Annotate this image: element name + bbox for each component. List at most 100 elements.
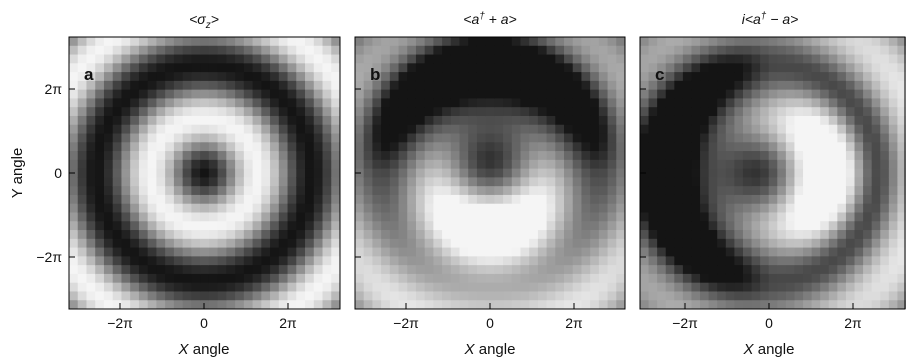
heatmap-cell <box>717 45 727 56</box>
heatmap-cell <box>854 80 864 91</box>
heatmap-cell <box>897 177 906 187</box>
heatmap-cell <box>674 238 684 249</box>
heatmap-cell <box>355 142 365 152</box>
heatmap-cell <box>785 107 796 117</box>
heatmap-cell <box>322 238 332 249</box>
heatmap-cell <box>200 37 210 47</box>
heatmap-cell <box>121 72 131 82</box>
heatmap-cell <box>682 186 693 196</box>
heatmap-cell <box>363 247 374 257</box>
heatmap-cell <box>103 265 114 275</box>
heatmap-cell <box>191 80 201 91</box>
heatmap-cell <box>69 256 79 266</box>
heatmap-cell <box>381 177 391 187</box>
heatmap-cell <box>363 300 374 309</box>
heatmap-cell <box>674 186 684 196</box>
heatmap-cell <box>103 89 114 100</box>
heatmap-cell <box>130 72 140 82</box>
heatmap-cell <box>494 238 504 249</box>
heatmap-cell <box>828 230 839 240</box>
heatmap-cell <box>130 98 140 108</box>
heatmap-cell <box>768 159 779 170</box>
heatmap-cell <box>200 221 210 231</box>
heatmap-cell <box>674 203 684 214</box>
heatmap-cell <box>648 115 658 126</box>
heatmap-cell <box>811 124 821 135</box>
heatmap-cell <box>657 124 667 135</box>
heatmap-cell <box>252 72 262 82</box>
heatmap-cell <box>657 256 667 266</box>
heatmap-cell <box>725 72 736 82</box>
heatmap-cell <box>700 124 710 135</box>
heatmap-cell <box>845 133 856 143</box>
heatmap-cell <box>854 291 864 301</box>
heatmap-cell <box>751 142 761 152</box>
heatmap-cell <box>287 273 297 284</box>
heatmap-cell <box>424 151 435 161</box>
heatmap-cell <box>226 247 236 257</box>
heatmap-cell <box>208 107 219 117</box>
heatmap-cell <box>590 80 600 91</box>
heatmap-cell <box>200 273 210 284</box>
heatmap-cell <box>854 89 864 100</box>
heatmap-cell <box>173 203 184 214</box>
heatmap-cell <box>415 247 426 257</box>
heatmap-cell <box>511 203 522 214</box>
heatmap-cell <box>794 133 804 143</box>
heatmap-cell <box>734 45 744 56</box>
heatmap-cell <box>529 133 539 143</box>
heatmap-cell <box>468 54 478 64</box>
heatmap-cell <box>363 98 374 108</box>
heatmap-cell <box>794 115 804 126</box>
heatmap-cell <box>760 98 770 108</box>
heatmap-cell <box>811 98 821 108</box>
heatmap-cell <box>69 265 79 275</box>
heatmap-cell <box>760 282 770 293</box>
heatmap-cell <box>165 133 175 143</box>
heatmap-cell <box>785 124 796 135</box>
heatmap-cell <box>442 72 452 82</box>
heatmap-cell <box>313 230 324 240</box>
heatmap-cell <box>785 63 796 73</box>
heatmap-cell <box>742 291 753 301</box>
heatmap-cell <box>768 291 779 301</box>
heatmap-cell <box>296 142 306 152</box>
heatmap-cell <box>450 98 461 108</box>
heatmap-cell <box>407 186 417 196</box>
heatmap-cell <box>598 300 609 309</box>
heatmap-cell <box>537 238 548 249</box>
heatmap-cell <box>648 238 658 249</box>
heatmap-cell <box>389 291 400 301</box>
heatmap-cell <box>572 300 583 309</box>
heatmap-cell <box>398 291 408 301</box>
heatmap-cell <box>278 45 289 56</box>
heatmap-cell <box>616 124 625 135</box>
heatmap-cell <box>156 80 166 91</box>
heatmap-cell <box>261 45 271 56</box>
heatmap-cell <box>86 282 96 293</box>
heatmap-cell <box>459 80 469 91</box>
heatmap-cell <box>564 273 574 284</box>
heatmap-cell <box>130 300 140 309</box>
heatmap-cell <box>768 273 779 284</box>
heatmap-cell <box>616 115 625 126</box>
heatmap-cell <box>415 54 426 64</box>
heatmap-cell <box>296 265 306 275</box>
heatmap-cell <box>546 230 556 240</box>
heatmap-cell <box>121 115 131 126</box>
heatmap-cell <box>734 80 744 91</box>
heatmap-cell <box>217 194 227 205</box>
heatmap-cell <box>156 300 166 309</box>
heatmap-cell <box>278 291 289 301</box>
heatmap-cell <box>529 80 539 91</box>
heatmap-cell <box>734 63 744 73</box>
heatmap-cell <box>708 115 719 126</box>
heatmap-cell <box>674 72 684 82</box>
heatmap-cell <box>200 186 210 196</box>
heatmap-cell <box>243 247 254 257</box>
heatmap-cell <box>226 256 236 266</box>
heatmap-cell <box>363 194 374 205</box>
heatmap-cell <box>476 159 487 170</box>
heatmap-cell <box>863 194 873 205</box>
heatmap-cell <box>777 168 787 178</box>
